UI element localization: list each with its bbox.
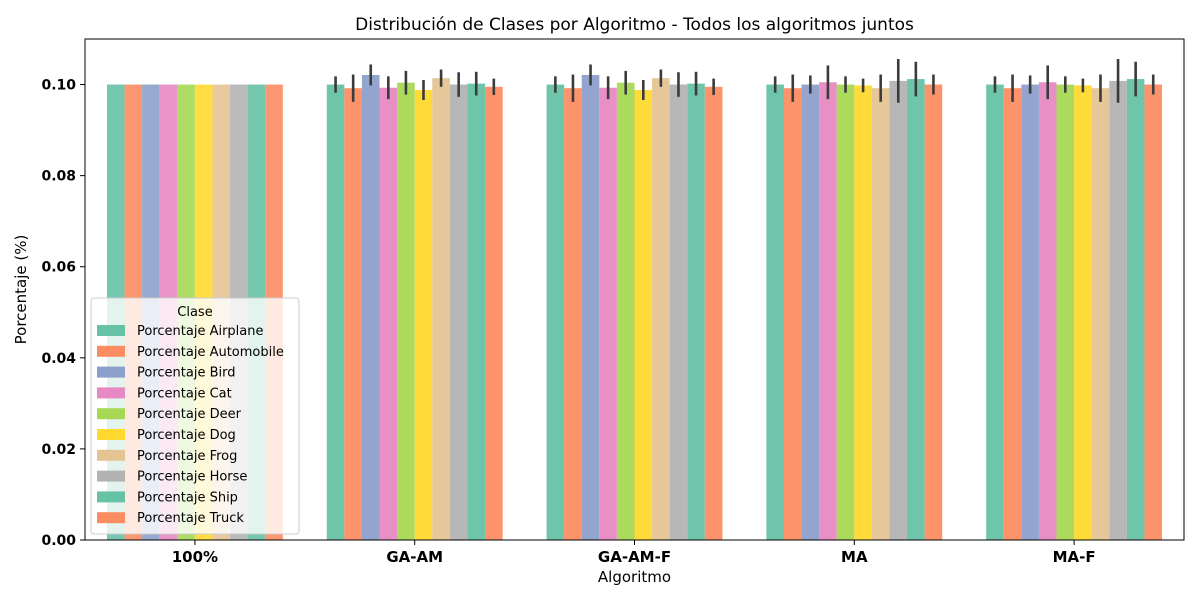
bar: [564, 88, 582, 540]
bar: [1126, 79, 1145, 540]
legend-label: Porcentaje Bird: [137, 366, 235, 381]
bar: [924, 84, 943, 541]
y-axis: 0.00 0.02 0.04 0.06 0.08 0.10: [41, 78, 85, 549]
y-tick-label: 0.06: [41, 260, 76, 276]
legend-label: Porcentaje Airplane: [137, 324, 264, 339]
legend-swatch: [97, 366, 125, 378]
y-tick-label: 0.10: [41, 78, 76, 94]
bar: [801, 84, 820, 541]
bar: [397, 82, 415, 540]
bar: [361, 74, 380, 540]
bar: [616, 82, 635, 540]
legend-label: Porcentaje Dog: [137, 428, 236, 443]
legend-swatch: [97, 512, 125, 524]
bar: [889, 80, 908, 541]
y-axis-label: Porcentaje (%): [12, 235, 30, 345]
bar: [414, 90, 433, 540]
bar: [599, 87, 617, 540]
legend-label: Porcentaje Cat: [137, 386, 232, 401]
legend-swatch: [97, 325, 125, 336]
bar: [379, 87, 398, 540]
legend-label: Porcentaje Frog: [137, 449, 237, 464]
bar: [1038, 82, 1057, 541]
bar: [687, 83, 705, 540]
legend-swatch: [97, 470, 125, 482]
legend-swatch: [97, 429, 125, 440]
x-axis: 100% GA-AM GA-AM-F MA MA-F: [172, 540, 1096, 566]
bar: [871, 88, 890, 540]
bar: [449, 84, 468, 541]
bar: [1074, 85, 1092, 541]
legend-swatch: [97, 387, 125, 399]
chart-title: Distribución de Clases por Algoritmo - T…: [355, 15, 914, 35]
bar: [819, 82, 837, 541]
bar: [704, 86, 723, 540]
bar: [766, 84, 784, 541]
y-tick-label: 0.04: [41, 351, 76, 367]
bar: [854, 85, 872, 541]
bar: [467, 83, 486, 540]
bar: [432, 78, 450, 541]
legend: Clase Porcentaje Airplane Porcentaje Auto…: [90, 297, 300, 535]
bar: [634, 90, 653, 540]
legend-swatch: [97, 408, 125, 420]
legend-swatch: [97, 345, 125, 357]
x-tick-label: 100%: [172, 548, 218, 566]
x-axis-label: Algoritmo: [598, 568, 671, 586]
bar: [907, 79, 925, 540]
legend-title: Clase: [177, 305, 212, 320]
legend-swatch: [97, 491, 125, 503]
bar: [1003, 88, 1022, 540]
x-tick-label: MA: [841, 548, 868, 566]
bar: [652, 78, 670, 541]
legend-swatch: [97, 449, 125, 461]
bar: [783, 88, 802, 540]
bar: [581, 74, 600, 540]
legend-label: Porcentaje Automobile: [137, 345, 284, 360]
bar: [1144, 84, 1163, 541]
bar: [485, 86, 503, 540]
x-tick-label: MA-F: [1053, 548, 1096, 566]
legend-label: Porcentaje Deer: [137, 407, 242, 422]
y-tick-label: 0.02: [41, 442, 76, 458]
bar: [546, 84, 565, 541]
legend-box: [90, 297, 300, 535]
bar: [1109, 80, 1127, 541]
bar: [836, 84, 855, 541]
x-tick-label: GA-AM: [386, 548, 443, 566]
x-tick-label: GA-AM-F: [598, 548, 671, 566]
y-tick-label: 0.00: [41, 533, 76, 549]
legend-label: Porcentaje Truck: [137, 511, 244, 526]
bar: [1056, 84, 1075, 541]
bar: [1021, 84, 1039, 541]
error-bars-layer: [334, 59, 1155, 103]
y-tick-label: 0.08: [41, 169, 76, 185]
legend-items: Porcentaje Airplane Porcentaje Automobile…: [97, 324, 284, 526]
legend-label: Porcentaje Ship: [137, 490, 238, 505]
bar: [986, 84, 1004, 541]
bars-layer: [106, 74, 1163, 541]
bar: [344, 88, 362, 540]
bar: [326, 84, 345, 541]
bar: [669, 84, 688, 541]
legend-label: Porcentaje Horse: [137, 470, 247, 485]
bar: [1091, 88, 1110, 540]
